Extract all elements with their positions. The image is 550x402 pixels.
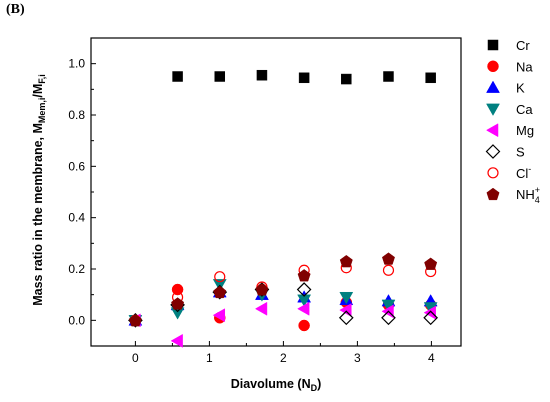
data-point-ca	[297, 294, 312, 307]
legend-marker-s-open	[485, 144, 501, 159]
y-tick-label: 0.6	[68, 159, 85, 173]
legend-label-main: S	[516, 145, 525, 160]
data-point-cr	[383, 71, 394, 82]
x-axis-title-main: Diavolume (N	[231, 377, 311, 391]
data-point-cr	[214, 71, 226, 82]
x-axis-title-end: )	[317, 377, 321, 391]
legend-label: S	[516, 145, 525, 160]
legend-marker-ca	[486, 103, 500, 116]
data-point-nh	[255, 283, 269, 296]
data-point-cr	[172, 71, 183, 82]
y-axis-title-sub2: F,i	[37, 74, 47, 84]
legend-label-sup: +	[535, 185, 540, 195]
data-point-nh	[297, 269, 311, 282]
x-axis-title: Diavolume (ND)	[231, 377, 322, 393]
legend-label: Mg	[516, 123, 534, 138]
legend-label: Na	[516, 59, 533, 74]
data-point-mg	[170, 333, 183, 348]
legend-marker-nh	[486, 187, 500, 201]
x-tick-label: 3	[354, 351, 361, 365]
legend-label: NH4+	[516, 185, 540, 205]
data-point-nh	[424, 257, 438, 270]
data-point-nh	[128, 314, 142, 327]
y-tick-label: 0.0	[68, 313, 85, 327]
y-axis-title-mid: /M	[31, 84, 45, 98]
legend-label-main: K	[516, 81, 525, 96]
legend-label: K	[516, 81, 525, 96]
legend: Cr Na K Ca Mg S Cl- NH4+	[485, 38, 540, 205]
x-tick-label: 0	[132, 351, 139, 365]
data-point-mg	[254, 301, 268, 316]
y-axis-title: Mass ratio in the membrane, MMem,i/MF,i	[31, 74, 47, 306]
data-point-cr	[341, 73, 352, 85]
data-point-s-open	[296, 282, 312, 297]
y-axis-title-sub1: Mem,i	[37, 98, 47, 124]
data-point-s-open	[423, 310, 439, 326]
panel-label: (B)	[6, 2, 25, 17]
legend-label: Cr	[516, 38, 530, 53]
legend-marker-cr	[487, 39, 499, 51]
data-point-cl-open	[214, 271, 226, 283]
data-point-cr	[298, 72, 310, 84]
legend-marker-na	[487, 60, 499, 73]
legend-label-main: Na	[516, 59, 533, 74]
data-point-nh	[339, 254, 353, 268]
data-point-nh	[213, 285, 227, 299]
legend-marker-k	[486, 80, 500, 93]
legend-label-main: Cr	[516, 38, 530, 53]
data-point-nh	[382, 252, 395, 265]
legend-label-sup: -	[528, 164, 531, 174]
legend-label-sub: 4	[535, 195, 540, 205]
y-tick-label: 0.4	[68, 211, 85, 225]
data-point-nh	[171, 297, 185, 310]
y-tick-label: 0.8	[68, 108, 85, 122]
data-point-na	[298, 319, 310, 332]
data-point-cr	[425, 72, 436, 84]
legend-label: Ca	[516, 102, 533, 117]
data-point-mg	[297, 301, 310, 316]
data-point-mg	[212, 308, 226, 323]
data-point-ca	[339, 291, 354, 305]
legend-label-main: Cl	[516, 166, 528, 181]
ticks-layer: 0 1 2 3 4 0.0 0.2 0.4 0.6 0.8 1.0	[68, 57, 435, 365]
x-tick-label: 1	[206, 351, 213, 365]
y-tick-label: 1.0	[68, 57, 85, 71]
x-axis-title-sub: D	[311, 383, 318, 393]
y-tick-label: 0.2	[68, 262, 85, 276]
legend-label: Cl-	[516, 164, 531, 181]
plot-frame	[90, 37, 462, 347]
data-point-cl-open	[382, 264, 395, 276]
legend-label-main: Mg	[516, 123, 534, 138]
x-tick-label: 4	[428, 351, 435, 365]
legend-marker-mg	[485, 123, 499, 138]
data-point-na	[171, 283, 184, 296]
y-axis-title-main: Mass ratio in the membrane, M	[31, 123, 45, 306]
data-point-cr	[256, 69, 268, 81]
legend-label-main: Ca	[516, 102, 533, 117]
legend-label-main: NH	[516, 187, 535, 202]
data-point-s-open	[338, 310, 354, 326]
marks-layer	[128, 69, 439, 348]
x-tick-label: 2	[280, 351, 287, 365]
data-point-s-open	[381, 310, 396, 326]
legend-marker-cl-open	[487, 167, 499, 179]
